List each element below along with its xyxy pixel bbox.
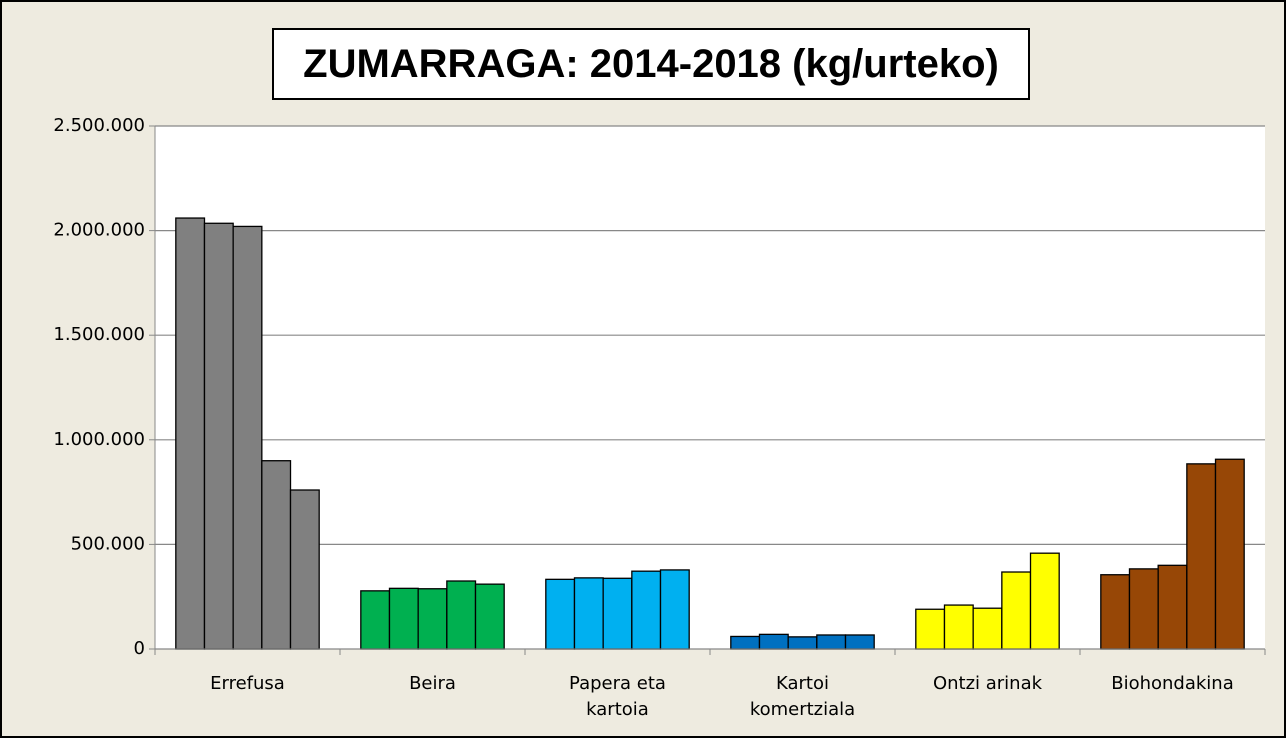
- bar: [388, 587, 419, 650]
- x-tick-label: Papera eta kartoia: [569, 673, 666, 720]
- bar: [474, 583, 505, 650]
- x-tick-label: Beira: [409, 673, 456, 694]
- bar: [175, 217, 206, 650]
- y-tick-label: 2.500.000: [53, 115, 145, 136]
- bar: [758, 633, 789, 650]
- x-tick-label: Errefusa: [210, 673, 285, 694]
- x-tick-label: Ontzi arinak: [932, 673, 1043, 694]
- y-tick-label: 0: [134, 638, 145, 659]
- bar: [816, 634, 847, 650]
- bar: [844, 634, 875, 650]
- bar: [289, 489, 320, 650]
- bar: [659, 569, 690, 650]
- bar: [261, 460, 292, 650]
- bar: [203, 222, 234, 650]
- bar: [1214, 458, 1245, 650]
- bar: [1001, 571, 1032, 650]
- bar: [446, 580, 477, 650]
- bar: [1186, 463, 1217, 650]
- y-tick-label: 2.000.000: [53, 220, 145, 241]
- bar: [232, 225, 263, 650]
- bar: [360, 590, 391, 650]
- bar: [1100, 574, 1131, 650]
- bar: [602, 577, 633, 650]
- bar: [787, 636, 818, 650]
- bar: [1128, 568, 1159, 650]
- x-tick-label: Kartoi komertziala: [749, 673, 856, 720]
- bar: [972, 607, 1003, 650]
- bar: [730, 635, 761, 650]
- plot-area: [155, 126, 1265, 649]
- x-tick-label: Biohondakina: [1111, 673, 1234, 694]
- bar: [1157, 564, 1188, 650]
- bar: [417, 588, 448, 650]
- chart-title: ZUMARRAGA: 2014-2018 (kg/urteko): [272, 28, 1030, 100]
- y-tick-label: 1.000.000: [53, 429, 145, 450]
- bar: [943, 604, 974, 650]
- bar: [545, 578, 576, 650]
- bar: [915, 608, 946, 650]
- bar: [573, 577, 604, 650]
- bar: [1029, 552, 1060, 650]
- y-tick-label: 1.500.000: [53, 324, 145, 345]
- y-tick-label: 500.000: [71, 533, 145, 554]
- bar: [631, 570, 662, 650]
